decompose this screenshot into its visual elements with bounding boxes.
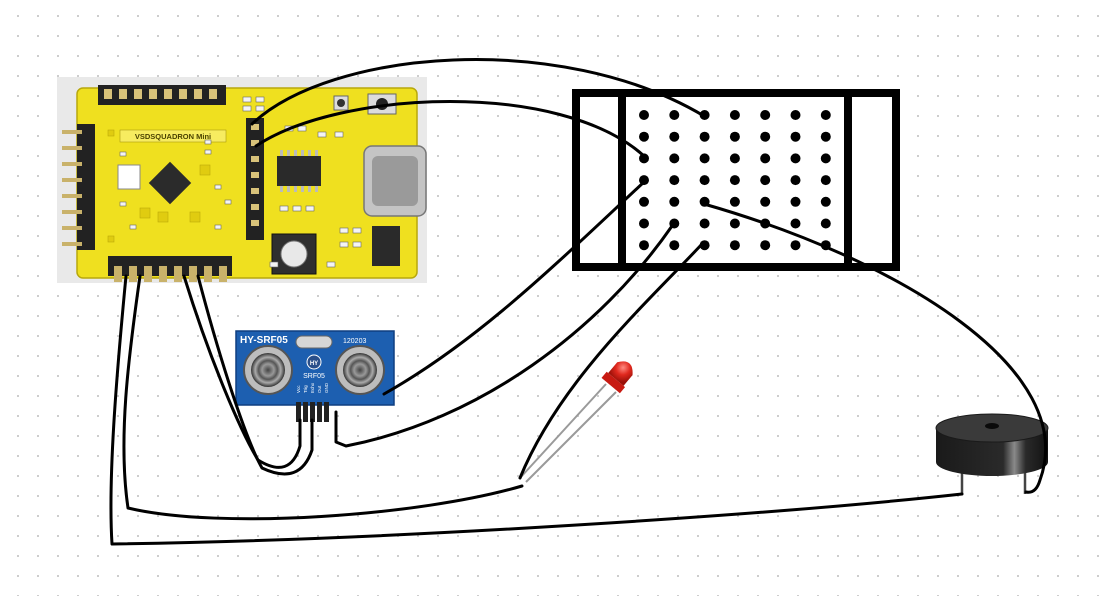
breadboard-hole: [729, 131, 740, 142]
breadboard-hole: [760, 175, 771, 186]
breadboard-hole: [820, 218, 831, 229]
breadboard-hole: [760, 110, 771, 120]
wire-breadboard-to-led: [518, 242, 704, 480]
breadboard-hole: [699, 131, 710, 142]
ultrasonic-sensor: HY-SRF05 120203 HY SRF05 Vcc Trig Echo O…: [235, 330, 395, 422]
bottom-pin-header: [108, 256, 232, 282]
sensor-logo-badge: [306, 354, 322, 370]
breadboard-hole: [669, 110, 680, 120]
sensor-crystal: [295, 335, 333, 349]
wires: [109, 58, 1048, 546]
led-cathode-leg: [525, 391, 617, 483]
breadboard-hole: [790, 153, 801, 164]
sensor-pin-label-echo: Echo: [310, 382, 315, 393]
wire-board-to-buzzer-ground: [109, 274, 964, 546]
breadboard-hole: [790, 196, 801, 207]
buzzer: [935, 413, 1049, 494]
breadboard-hole: [760, 131, 771, 142]
breadboard-hole: [760, 153, 771, 164]
sensor-pin-label-vcc: Vcc: [296, 385, 301, 393]
breadboard-hole: [639, 196, 649, 207]
breadboard-hole: [639, 218, 649, 229]
wire-board-to-sensor-2: [196, 274, 314, 476]
breadboard-hole: [639, 131, 649, 142]
wire-board-to-breadboard-2: [254, 100, 646, 158]
breadboard-hole: [729, 110, 740, 120]
breadboard-hole: [820, 131, 831, 142]
board-name: VSDSQUADRON Mini: [135, 132, 211, 141]
breadboard-hole: [639, 110, 649, 120]
sensor-short-label: SRF05: [303, 373, 325, 380]
breadboard-hole: [699, 153, 710, 164]
breadboard-hole: [790, 175, 801, 186]
breadboard-hole: [729, 175, 740, 186]
top-pin-header: [98, 85, 226, 105]
led-body: [601, 361, 633, 394]
sensor-pin-label-out: Out: [317, 385, 322, 393]
sensor-pin-label-trig: Trig: [303, 385, 308, 393]
breadboard-hole: [820, 153, 831, 164]
breadboard-hole: [669, 153, 680, 164]
led-anode-leg: [519, 383, 607, 479]
breadboard-hole: [790, 240, 801, 251]
breadboard-hole: [729, 218, 740, 229]
breadboard-hole: [729, 153, 740, 164]
sensor-pin-header: [296, 402, 329, 422]
right-pin-header: [246, 118, 264, 240]
mcu-chip: [148, 161, 192, 205]
left-pin-header: [62, 124, 95, 250]
sensor-pin-label-gnd: GND: [324, 382, 329, 393]
sensor-logo: HY: [310, 361, 318, 367]
breadboard-hole: [669, 196, 680, 207]
wire-breadboard-to-buzzer: [702, 202, 1048, 494]
breadboard-hole: [729, 196, 740, 207]
smd-components: [119, 96, 362, 268]
usb-bridge-chip: [277, 156, 321, 186]
board-label-strip: [119, 129, 227, 143]
crystal: [117, 164, 141, 190]
breadboard-hole: [669, 240, 680, 251]
breadboard-hole: [820, 110, 831, 120]
breadboard-hole: [669, 175, 680, 186]
wire-board-to-led-ground: [122, 274, 524, 521]
breadboard-hole: [820, 196, 831, 207]
breadboard-hole: [790, 218, 801, 229]
wire-breadboard-to-sensor-2: [334, 224, 674, 448]
breadboard-hole: [820, 175, 831, 186]
sensor-code-label: 120203: [343, 338, 366, 345]
led: [519, 361, 633, 483]
microcontroller-board: VSDSQUADRON Mini: [57, 77, 427, 283]
regulator: [372, 226, 400, 266]
breadboard-hole: [639, 153, 649, 164]
breadboard-hole: [699, 175, 710, 186]
breadboard-hole: [729, 240, 740, 251]
wire-board-to-breadboard-1: [250, 58, 706, 126]
breadboard-hole: [760, 196, 771, 207]
breadboard-hole: [669, 131, 680, 142]
breadboard: [572, 89, 900, 271]
sensor-model-label: HY-SRF05: [240, 335, 288, 346]
breadboard-hole: [790, 131, 801, 142]
breadboard-hole: [639, 240, 649, 251]
buzzer-hole: [985, 423, 999, 429]
breadboard-holes: [639, 110, 831, 251]
breadboard-hole: [790, 110, 801, 120]
wire-breadboard-to-sensor-1: [382, 180, 646, 396]
breadboard-hole: [760, 240, 771, 251]
breadboard-hole: [699, 218, 710, 229]
